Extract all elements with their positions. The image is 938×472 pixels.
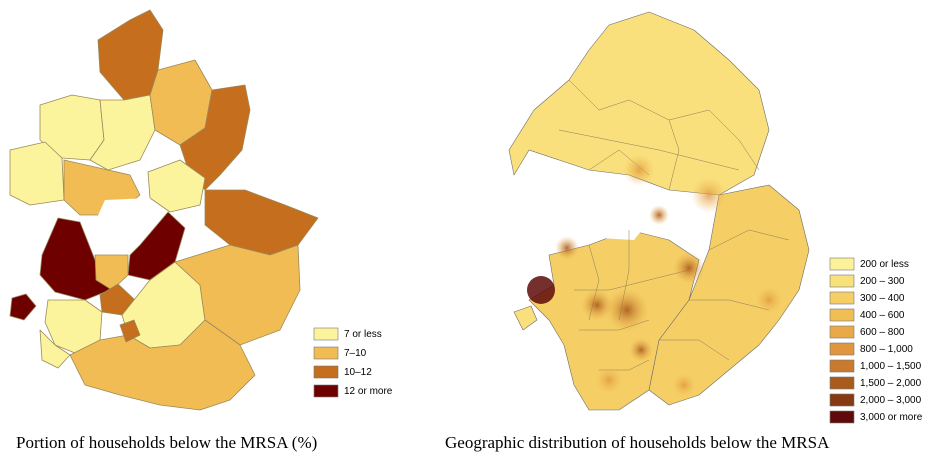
left-legend-swatch-3 bbox=[313, 384, 339, 398]
region-south-orange bbox=[94, 254, 129, 291]
right-map-caption: Geographic distribution of households be… bbox=[445, 433, 830, 452]
capital-area-blank bbox=[95, 198, 165, 245]
left-legend-label-1: 7–10 bbox=[344, 348, 367, 359]
left-legend-swatch-0 bbox=[313, 327, 339, 341]
right-legend-label-6: 1,000 – 1,500 bbox=[860, 361, 922, 372]
right-legend-label-1: 200 – 300 bbox=[860, 276, 905, 287]
right-legend-label-7: 1,500 – 2,000 bbox=[860, 378, 922, 389]
region-small-brown bbox=[119, 319, 141, 343]
right-capital-blank bbox=[579, 190, 654, 240]
region-center-north-yellow bbox=[89, 94, 156, 171]
right-internal-borders bbox=[528, 79, 790, 371]
right-legend-swatch-7 bbox=[829, 376, 855, 390]
right-map-panel: 200 or less 200 – 300 300 – 400 400 – 600 60… bbox=[469, 0, 938, 472]
left-legend-label-2: 10–12 bbox=[344, 367, 372, 378]
region-coast-yellow bbox=[39, 329, 71, 369]
right-legend-swatch-2 bbox=[829, 291, 855, 305]
right-legend-swatch-4 bbox=[829, 325, 855, 339]
right-distribution-map: 200 or less 200 – 300 300 – 400 400 – 600 60… bbox=[508, 11, 923, 424]
left-map-panel: 7 or less 7–10 10–12 12 or more bbox=[9, 9, 393, 411]
right-legend-swatch-5 bbox=[829, 342, 855, 356]
left-map-caption: Portion of households below the MRSA (%) bbox=[16, 433, 318, 452]
right-legend-label-2: 300 – 400 bbox=[860, 293, 905, 304]
right-legend-label-9: 3,000 or more bbox=[860, 412, 923, 423]
right-legend-label-0: 200 or less bbox=[860, 259, 909, 270]
right-legend: 200 or less 200 – 300 300 – 400 400 – 600 60… bbox=[829, 257, 923, 424]
left-legend: 7 or less 7–10 10–12 12 or more bbox=[313, 327, 393, 398]
right-legend-swatch-0 bbox=[829, 257, 855, 271]
right-legend-label-4: 600 – 800 bbox=[860, 327, 905, 338]
right-legend-label-5: 800 – 1,000 bbox=[860, 344, 913, 355]
region-northeast bbox=[179, 84, 251, 191]
left-legend-swatch-1 bbox=[313, 346, 339, 360]
right-legend-label-3: 400 – 600 bbox=[860, 310, 905, 321]
right-island bbox=[513, 305, 538, 331]
right-legend-swatch-9 bbox=[829, 410, 855, 424]
left-choropleth-map: 7 or less 7–10 10–12 12 or more bbox=[9, 9, 393, 411]
right-legend-swatch-6 bbox=[829, 359, 855, 373]
region-island-darkred bbox=[9, 293, 37, 321]
left-legend-swatch-2 bbox=[313, 365, 339, 379]
density-hotspots bbox=[527, 154, 783, 397]
region-east bbox=[204, 189, 319, 256]
right-legend-swatch-8 bbox=[829, 393, 855, 407]
left-legend-label-0: 7 or less bbox=[344, 329, 382, 340]
left-legend-label-3: 12 or more bbox=[344, 386, 393, 397]
right-legend-swatch-3 bbox=[829, 308, 855, 322]
region-southeast-orange bbox=[174, 244, 301, 346]
right-legend-swatch-1 bbox=[829, 274, 855, 288]
right-legend-label-8: 2,000 – 3,000 bbox=[860, 395, 922, 406]
